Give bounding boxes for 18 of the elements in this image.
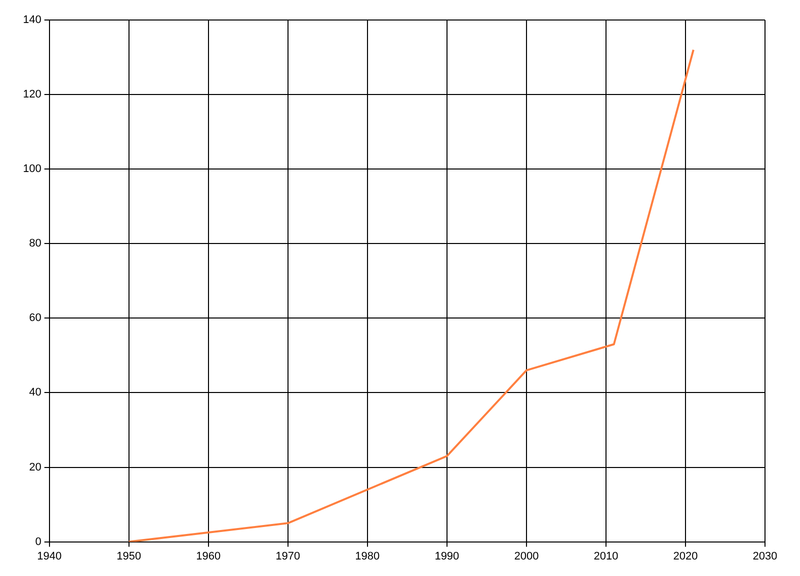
y-tick-label: 80 (29, 238, 42, 250)
x-tick-label: 1990 (434, 550, 460, 562)
y-tick-label: 20 (29, 461, 42, 474)
y-tick-label: 40 (29, 386, 42, 399)
y-tick-label: 100 (22, 163, 42, 176)
x-tick-label: 2000 (514, 550, 539, 562)
x-tick-label: 1970 (276, 550, 300, 562)
x-tick-label: 2030 (752, 550, 778, 562)
x-tick-label: 1950 (116, 550, 142, 562)
y-tick-label: 140 (22, 14, 42, 26)
y-tick-label: 120 (22, 88, 42, 101)
x-tick-label: 1940 (37, 550, 62, 562)
x-tick-label: 2020 (673, 550, 698, 562)
x-tick-label: 1960 (196, 550, 221, 562)
y-tick-label: 0 (35, 536, 42, 548)
x-tick-label: 1980 (355, 550, 380, 562)
y-tick-label: 60 (29, 312, 42, 324)
x-tick-label: 2010 (594, 550, 618, 562)
